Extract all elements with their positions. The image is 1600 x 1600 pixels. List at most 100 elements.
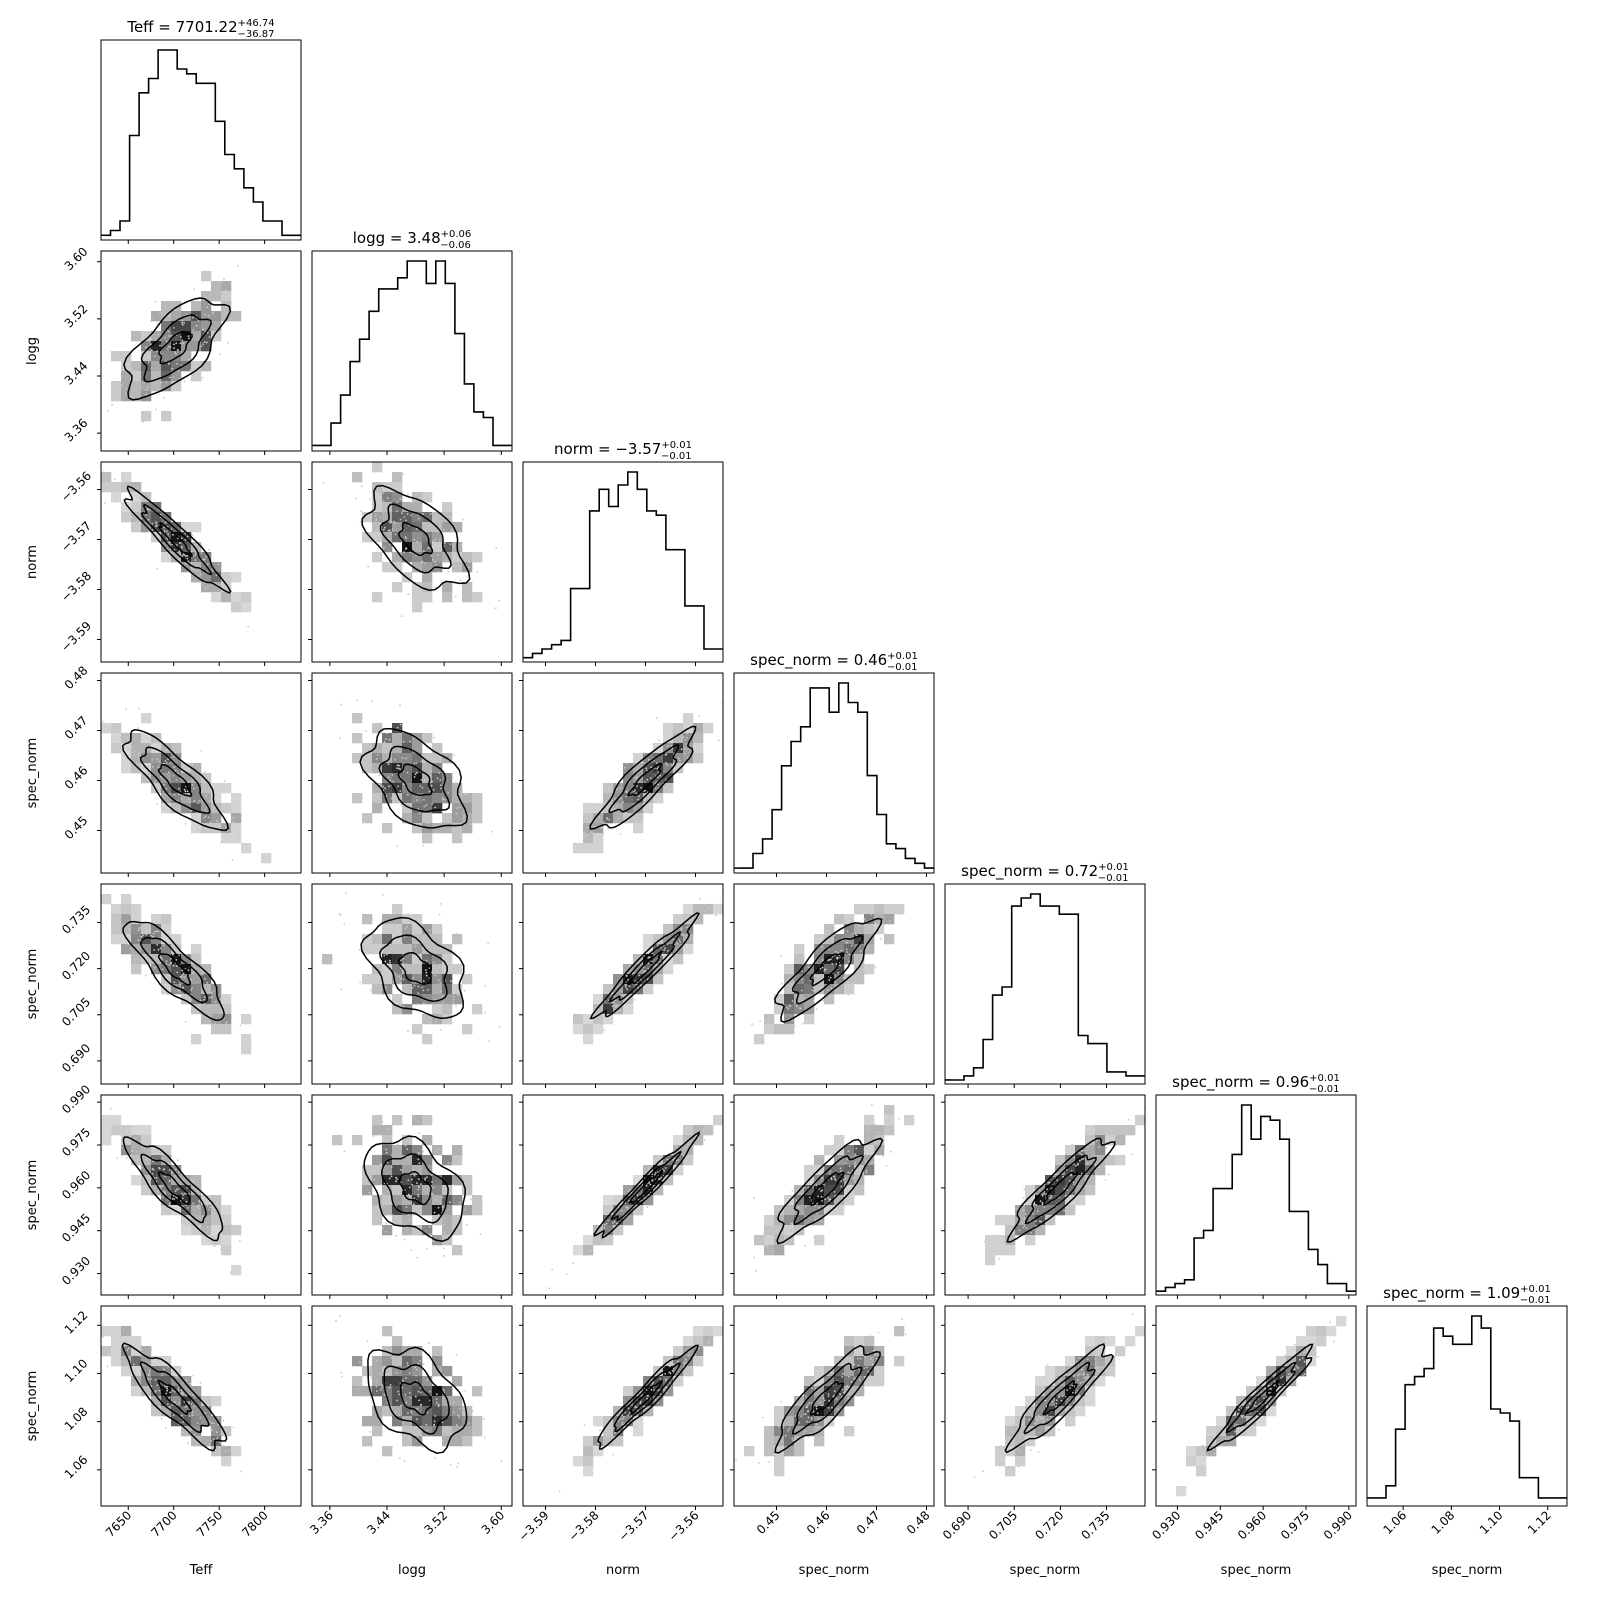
density-cell — [111, 1336, 122, 1347]
sample-point — [401, 1169, 404, 1172]
sample-point — [392, 1214, 394, 1216]
density-cell — [774, 1245, 785, 1256]
density-cell — [382, 783, 393, 794]
density-cell — [382, 743, 393, 754]
density-cell — [402, 1366, 413, 1377]
sample-point — [673, 1354, 676, 1357]
sample-point — [429, 1390, 432, 1393]
density-cell — [141, 492, 152, 503]
sample-point — [1014, 1424, 1017, 1426]
sample-point — [151, 748, 154, 751]
sample-point — [1073, 1156, 1076, 1159]
sample-point — [790, 1228, 793, 1231]
sample-point — [236, 592, 239, 595]
sample-point — [615, 1005, 618, 1008]
sample-point — [1065, 1373, 1068, 1376]
density-cell — [422, 512, 433, 523]
sample-point — [596, 1442, 599, 1445]
histogram-norm-2 — [522, 471, 723, 659]
sample-point — [1022, 1197, 1025, 1200]
panel-frame-4-4 — [944, 883, 1146, 1085]
density-cell — [442, 783, 453, 794]
density-cell — [432, 532, 443, 543]
sample-point — [158, 1166, 160, 1169]
sample-point — [613, 1220, 616, 1223]
sample-point — [1130, 1153, 1133, 1155]
density-cell — [181, 552, 192, 563]
sample-point — [820, 1220, 822, 1223]
density-cell — [121, 502, 132, 513]
sample-point — [1241, 1426, 1244, 1428]
density-cell — [713, 1326, 723, 1337]
sample-point — [628, 1199, 630, 1202]
density-cell — [1316, 1326, 1327, 1337]
sample-point — [399, 704, 401, 707]
sample-point — [1015, 1448, 1017, 1451]
sample-point — [166, 1387, 169, 1390]
density-cell — [985, 1255, 996, 1266]
sample-point — [147, 386, 149, 388]
sample-point — [374, 514, 377, 517]
contour-level-1 — [379, 503, 452, 574]
density-cell — [623, 763, 634, 774]
sample-point — [1113, 1375, 1115, 1378]
density-cell — [382, 763, 393, 774]
density-cell — [402, 532, 413, 543]
sample-point — [583, 805, 586, 808]
density-cell — [432, 1356, 443, 1367]
sample-point — [663, 1388, 665, 1391]
density-cell — [111, 351, 122, 362]
sample-point — [418, 1132, 420, 1135]
y-tick-label: 3.44 — [62, 359, 91, 388]
sample-point — [821, 1189, 824, 1192]
density-cell — [854, 1155, 865, 1166]
sample-point — [199, 945, 201, 947]
sample-point — [167, 533, 170, 535]
density-cell — [593, 1416, 604, 1427]
sample-point — [417, 1390, 420, 1393]
sample-point — [459, 1228, 462, 1231]
sample-point — [396, 510, 398, 513]
density-cell — [392, 1376, 403, 1387]
density-cell — [1065, 1185, 1076, 1196]
sample-point — [359, 520, 362, 523]
sample-point — [442, 1002, 445, 1004]
sample-point — [810, 1417, 813, 1419]
density-cell — [422, 1155, 433, 1166]
sample-point — [169, 762, 172, 765]
sample-point — [175, 1375, 178, 1378]
density-cell — [201, 1416, 212, 1427]
density-cell — [603, 1205, 614, 1216]
density-cell — [161, 1145, 172, 1156]
density-cell — [221, 823, 232, 834]
density-cell — [191, 1396, 202, 1407]
sample-point — [1301, 1357, 1304, 1359]
sample-point — [375, 758, 378, 760]
sample-point — [176, 384, 179, 387]
sample-point — [665, 1378, 668, 1381]
density-cell — [1015, 1456, 1026, 1467]
sample-point — [163, 336, 166, 339]
density-cell — [151, 1376, 162, 1387]
density-cell — [171, 984, 182, 995]
sample-point — [1080, 1158, 1083, 1161]
sample-point — [1271, 1411, 1274, 1414]
sample-point — [666, 1391, 668, 1394]
sample-point — [197, 1190, 199, 1193]
sample-point — [208, 336, 211, 338]
sample-point — [395, 1411, 398, 1414]
sample-point — [1107, 1173, 1110, 1176]
sample-point — [831, 1406, 833, 1409]
sample-point — [851, 932, 854, 935]
sample-point — [664, 754, 667, 756]
sample-point — [371, 990, 373, 993]
sample-point — [196, 1205, 199, 1208]
contour-level-1 — [378, 745, 451, 813]
sample-point — [209, 821, 212, 823]
sample-point — [146, 508, 149, 511]
density-cell — [1206, 1436, 1217, 1447]
density-cell — [1035, 1416, 1046, 1427]
sample-point — [441, 797, 444, 800]
density-cell — [161, 954, 172, 965]
sample-point — [129, 394, 132, 397]
